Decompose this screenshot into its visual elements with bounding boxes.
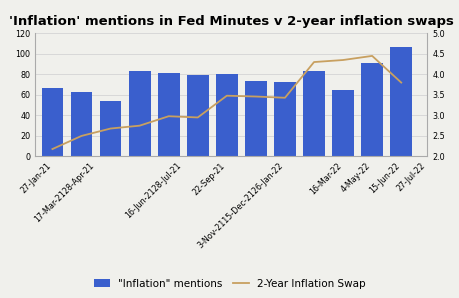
Bar: [245, 80, 266, 156]
2-Year Inflation Swap: [137, 124, 142, 128]
Bar: [390, 47, 411, 156]
2-Year Inflation Swap: [252, 95, 258, 98]
2-Year Inflation Swap: [397, 81, 403, 84]
2-Year Inflation Swap: [311, 60, 316, 64]
2-Year Inflation Swap: [281, 96, 287, 100]
2-Year Inflation Swap: [340, 58, 345, 62]
Bar: [41, 88, 63, 156]
Bar: [129, 71, 150, 156]
2-Year Inflation Swap: [166, 114, 171, 118]
Bar: [157, 73, 179, 156]
Bar: [100, 101, 121, 156]
Legend: "Inflation" mentions, 2-Year Inflation Swap: "Inflation" mentions, 2-Year Inflation S…: [90, 274, 369, 293]
Title: 'Inflation' mentions in Fed Minutes v 2-year inflation swaps: 'Inflation' mentions in Fed Minutes v 2-…: [9, 15, 453, 28]
Line: 2-Year Inflation Swap: 2-Year Inflation Swap: [52, 56, 400, 149]
2-Year Inflation Swap: [195, 116, 200, 119]
2-Year Inflation Swap: [78, 134, 84, 138]
Bar: [360, 63, 382, 156]
Bar: [186, 75, 208, 156]
Bar: [302, 71, 324, 156]
Bar: [331, 90, 353, 156]
Bar: [274, 82, 295, 156]
2-Year Inflation Swap: [224, 94, 229, 97]
Bar: [70, 92, 92, 156]
2-Year Inflation Swap: [107, 127, 113, 130]
Bar: [215, 74, 237, 156]
2-Year Inflation Swap: [369, 54, 374, 58]
2-Year Inflation Swap: [50, 147, 55, 151]
